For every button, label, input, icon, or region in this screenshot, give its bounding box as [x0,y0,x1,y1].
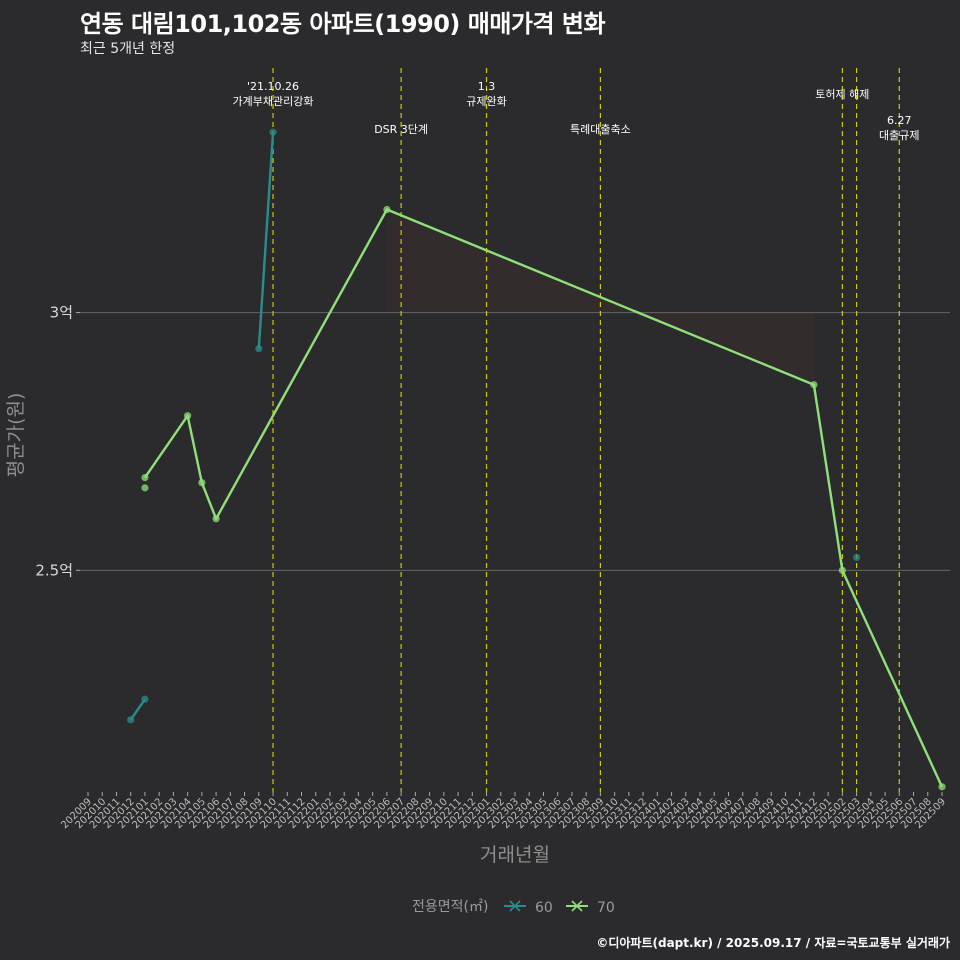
series-70-point-6 [810,381,818,389]
event-label-4-0: 토허제 해제 [815,87,869,101]
legend-title: 전용면적(㎡) [412,899,488,915]
y-tick-label-1: 3억 [50,304,73,322]
series-lines [129,132,944,788]
legend-mark-b-60 [509,900,521,912]
chart-title: 연동 대림101,102동 아파트(1990) 매매가격 변화 [80,10,606,38]
y-axis-ticks: 2.5억 3억 [35,304,80,579]
series-60-point-3 [269,128,277,136]
series-70-point-8 [938,783,946,791]
gridlines [80,312,950,571]
series-70-point-0 [141,473,149,482]
legend-mark-b-70 [571,900,583,912]
legend: 전용면적(㎡) 60 70 [412,899,615,916]
y-tick-label-0: 2.5억 [35,561,73,579]
series-60-point-0 [127,716,135,724]
series-70-point-4 [212,515,220,523]
series-60-point-1 [141,695,149,703]
chart-subtitle: 최근 5개년 한정 [80,41,176,57]
event-label-2-0: 1.3 [478,80,496,93]
series-points [127,128,946,791]
legend-label-70: 70 [597,900,615,916]
series-60-line-0 [129,698,146,721]
event-label-0-0: '21.10.26 [247,80,299,93]
legend-label-60: 60 [535,900,553,916]
series-70-point-7 [838,566,846,574]
y-axis-title: 평균가(원) [5,393,27,478]
series-60-line-1 [257,132,275,349]
event-label-0-1: 가계부채관리강화 [233,95,314,108]
x-axis-ticks: 2020092020102020112020122021012021022021… [59,792,948,831]
event-label-6-0: 6.27 [887,114,912,127]
series-60-point-2 [255,345,263,353]
series-60-point-4 [853,553,861,562]
event-label-3-0: 특례대출축소 [570,123,631,136]
x-axis-title: 거래년월 [480,844,550,866]
series-70-point-3 [198,479,206,487]
series-70-point-1 [141,484,149,492]
series-70-line-0 [143,208,944,788]
event-label-6-1: 대출규제 [879,129,919,142]
series-70-point-5 [383,205,391,214]
event-label-2-1: 규제완화 [466,95,506,108]
source-caption: ©디아파트(dapt.kr) / 2025.09.17 / 자료=국토교통부 실… [596,936,950,950]
event-label-1-0: DSR 3단계 [374,123,428,136]
series-70-point-2 [184,412,192,420]
